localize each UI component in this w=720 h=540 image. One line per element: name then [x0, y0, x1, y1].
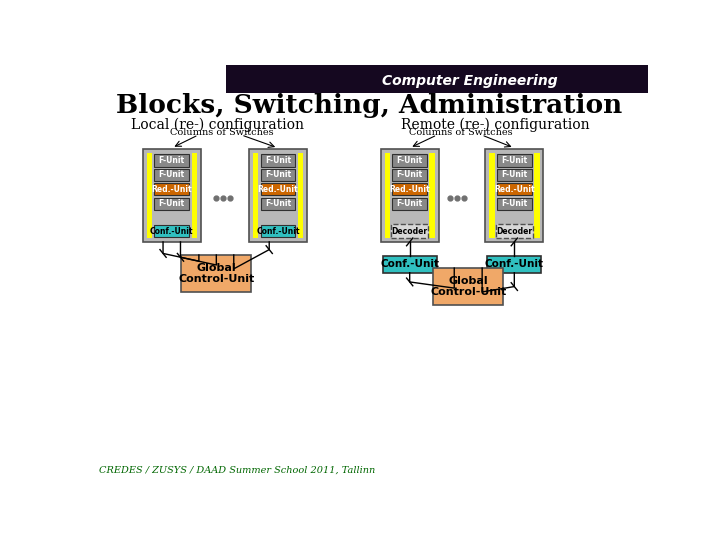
Bar	[192, 153, 197, 238]
Text: Red.-Unit: Red.-Unit	[151, 185, 192, 194]
Text: Global: Global	[449, 276, 488, 286]
Text: F-Unit: F-Unit	[158, 156, 185, 165]
Bar	[249, 150, 307, 242]
Text: Red.-Unit: Red.-Unit	[494, 185, 535, 194]
Bar	[154, 154, 189, 167]
Bar	[392, 224, 428, 238]
Bar	[392, 169, 427, 181]
Text: Decoder: Decoder	[392, 227, 428, 235]
Bar	[392, 183, 427, 195]
Bar	[154, 169, 189, 181]
Text: Red.-Unit: Red.-Unit	[258, 185, 298, 194]
Text: Columns of Switches: Columns of Switches	[170, 128, 274, 137]
Text: Blocks, Switching, Administration: Blocks, Switching, Administration	[116, 93, 622, 118]
Bar	[381, 150, 438, 242]
Bar	[261, 225, 295, 237]
Bar	[489, 153, 495, 238]
Text: F-Unit: F-Unit	[501, 156, 527, 165]
Text: Global: Global	[197, 263, 236, 273]
Bar	[147, 153, 152, 238]
Bar	[496, 224, 533, 238]
Text: CREDES / ZUSYS / DAAD Summer School 2011, Tallinn: CREDES / ZUSYS / DAAD Summer School 2011…	[99, 465, 376, 475]
Text: F-Unit: F-Unit	[397, 199, 423, 208]
Bar	[497, 198, 532, 210]
Bar	[143, 150, 201, 242]
Bar	[497, 183, 532, 195]
Bar	[181, 255, 251, 292]
Text: F-Unit: F-Unit	[501, 199, 527, 208]
Bar	[261, 154, 295, 167]
Text: F-Unit: F-Unit	[397, 171, 423, 179]
Text: F-Unit: F-Unit	[265, 199, 291, 208]
Bar	[429, 153, 435, 238]
Bar	[297, 153, 303, 238]
Bar	[433, 268, 503, 305]
Bar	[225, 65, 648, 93]
Bar	[392, 198, 427, 210]
Bar	[261, 169, 295, 181]
Text: F-Unit: F-Unit	[158, 199, 185, 208]
Text: Conf.-Unit: Conf.-Unit	[485, 259, 544, 269]
Text: F-Unit: F-Unit	[501, 171, 527, 179]
Bar	[382, 256, 437, 273]
Text: Decoder: Decoder	[496, 227, 532, 235]
Bar	[485, 150, 544, 242]
Bar	[154, 198, 189, 210]
Text: Control-Unit: Control-Unit	[179, 274, 254, 284]
Bar	[154, 225, 189, 237]
Text: F-Unit: F-Unit	[265, 156, 291, 165]
Text: F-Unit: F-Unit	[158, 171, 185, 179]
Bar	[384, 153, 390, 238]
Text: Conf.-Unit: Conf.-Unit	[150, 227, 194, 235]
Text: Control-Unit: Control-Unit	[430, 287, 506, 297]
Bar	[392, 154, 427, 167]
Bar	[487, 256, 541, 273]
Text: Red.-Unit: Red.-Unit	[390, 185, 430, 194]
Text: Local (re-) configuration: Local (re-) configuration	[131, 118, 305, 132]
Text: Columns of Switches: Columns of Switches	[409, 128, 512, 137]
Bar	[497, 154, 532, 167]
Bar	[261, 183, 295, 195]
Text: Computer Engineering: Computer Engineering	[382, 74, 557, 88]
Bar	[261, 198, 295, 210]
Bar	[154, 183, 189, 195]
Bar	[497, 169, 532, 181]
Text: Conf.-Unit: Conf.-Unit	[380, 259, 439, 269]
Text: Remote (re-) configuration: Remote (re-) configuration	[401, 118, 590, 132]
Bar	[534, 153, 539, 238]
Text: F-Unit: F-Unit	[265, 171, 291, 179]
Text: Conf.-Unit: Conf.-Unit	[256, 227, 300, 235]
Text: F-Unit: F-Unit	[397, 156, 423, 165]
Bar	[253, 153, 258, 238]
